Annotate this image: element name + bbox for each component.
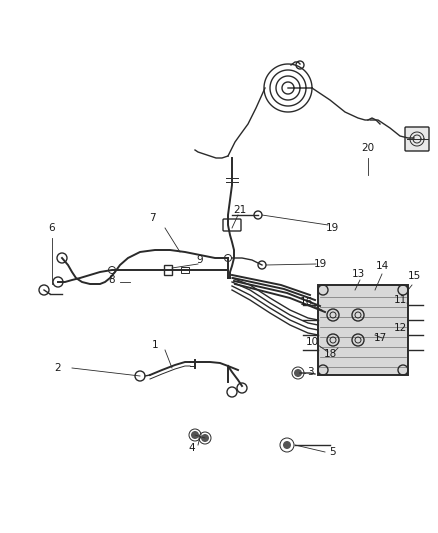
Text: 21: 21: [233, 205, 247, 215]
Bar: [164, 265, 172, 275]
Text: 1: 1: [152, 340, 158, 350]
Text: 6: 6: [49, 223, 55, 233]
Text: 13: 13: [351, 269, 364, 279]
Bar: [164, 267, 172, 273]
Text: 16: 16: [300, 297, 313, 307]
Circle shape: [191, 431, 199, 439]
FancyBboxPatch shape: [223, 219, 241, 231]
Text: 5: 5: [328, 447, 336, 457]
Text: 10: 10: [305, 337, 318, 347]
Text: 12: 12: [393, 323, 406, 333]
Text: 9: 9: [197, 255, 203, 265]
Bar: [181, 267, 189, 273]
Circle shape: [201, 434, 209, 442]
Text: 8: 8: [109, 275, 115, 285]
FancyBboxPatch shape: [318, 285, 408, 375]
Text: 14: 14: [375, 261, 389, 271]
Text: 2: 2: [55, 363, 61, 373]
Text: 19: 19: [325, 223, 339, 233]
Circle shape: [294, 369, 302, 377]
Text: 18: 18: [323, 349, 337, 359]
Text: 15: 15: [407, 271, 420, 281]
Circle shape: [283, 441, 291, 449]
Text: 17: 17: [373, 333, 387, 343]
Text: 19: 19: [313, 259, 327, 269]
FancyBboxPatch shape: [405, 127, 429, 151]
Text: 4: 4: [189, 443, 195, 453]
Text: 7: 7: [148, 213, 155, 223]
Text: 3: 3: [307, 367, 313, 377]
Text: 20: 20: [361, 143, 374, 153]
Text: 11: 11: [393, 295, 406, 305]
